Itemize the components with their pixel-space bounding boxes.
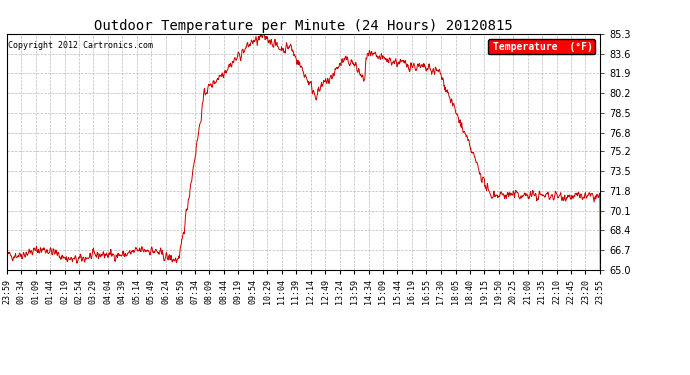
Title: Outdoor Temperature per Minute (24 Hours) 20120815: Outdoor Temperature per Minute (24 Hours… bbox=[95, 19, 513, 33]
Text: Copyright 2012 Cartronics.com: Copyright 2012 Cartronics.com bbox=[8, 41, 153, 50]
Legend: Temperature  (°F): Temperature (°F) bbox=[488, 39, 595, 54]
